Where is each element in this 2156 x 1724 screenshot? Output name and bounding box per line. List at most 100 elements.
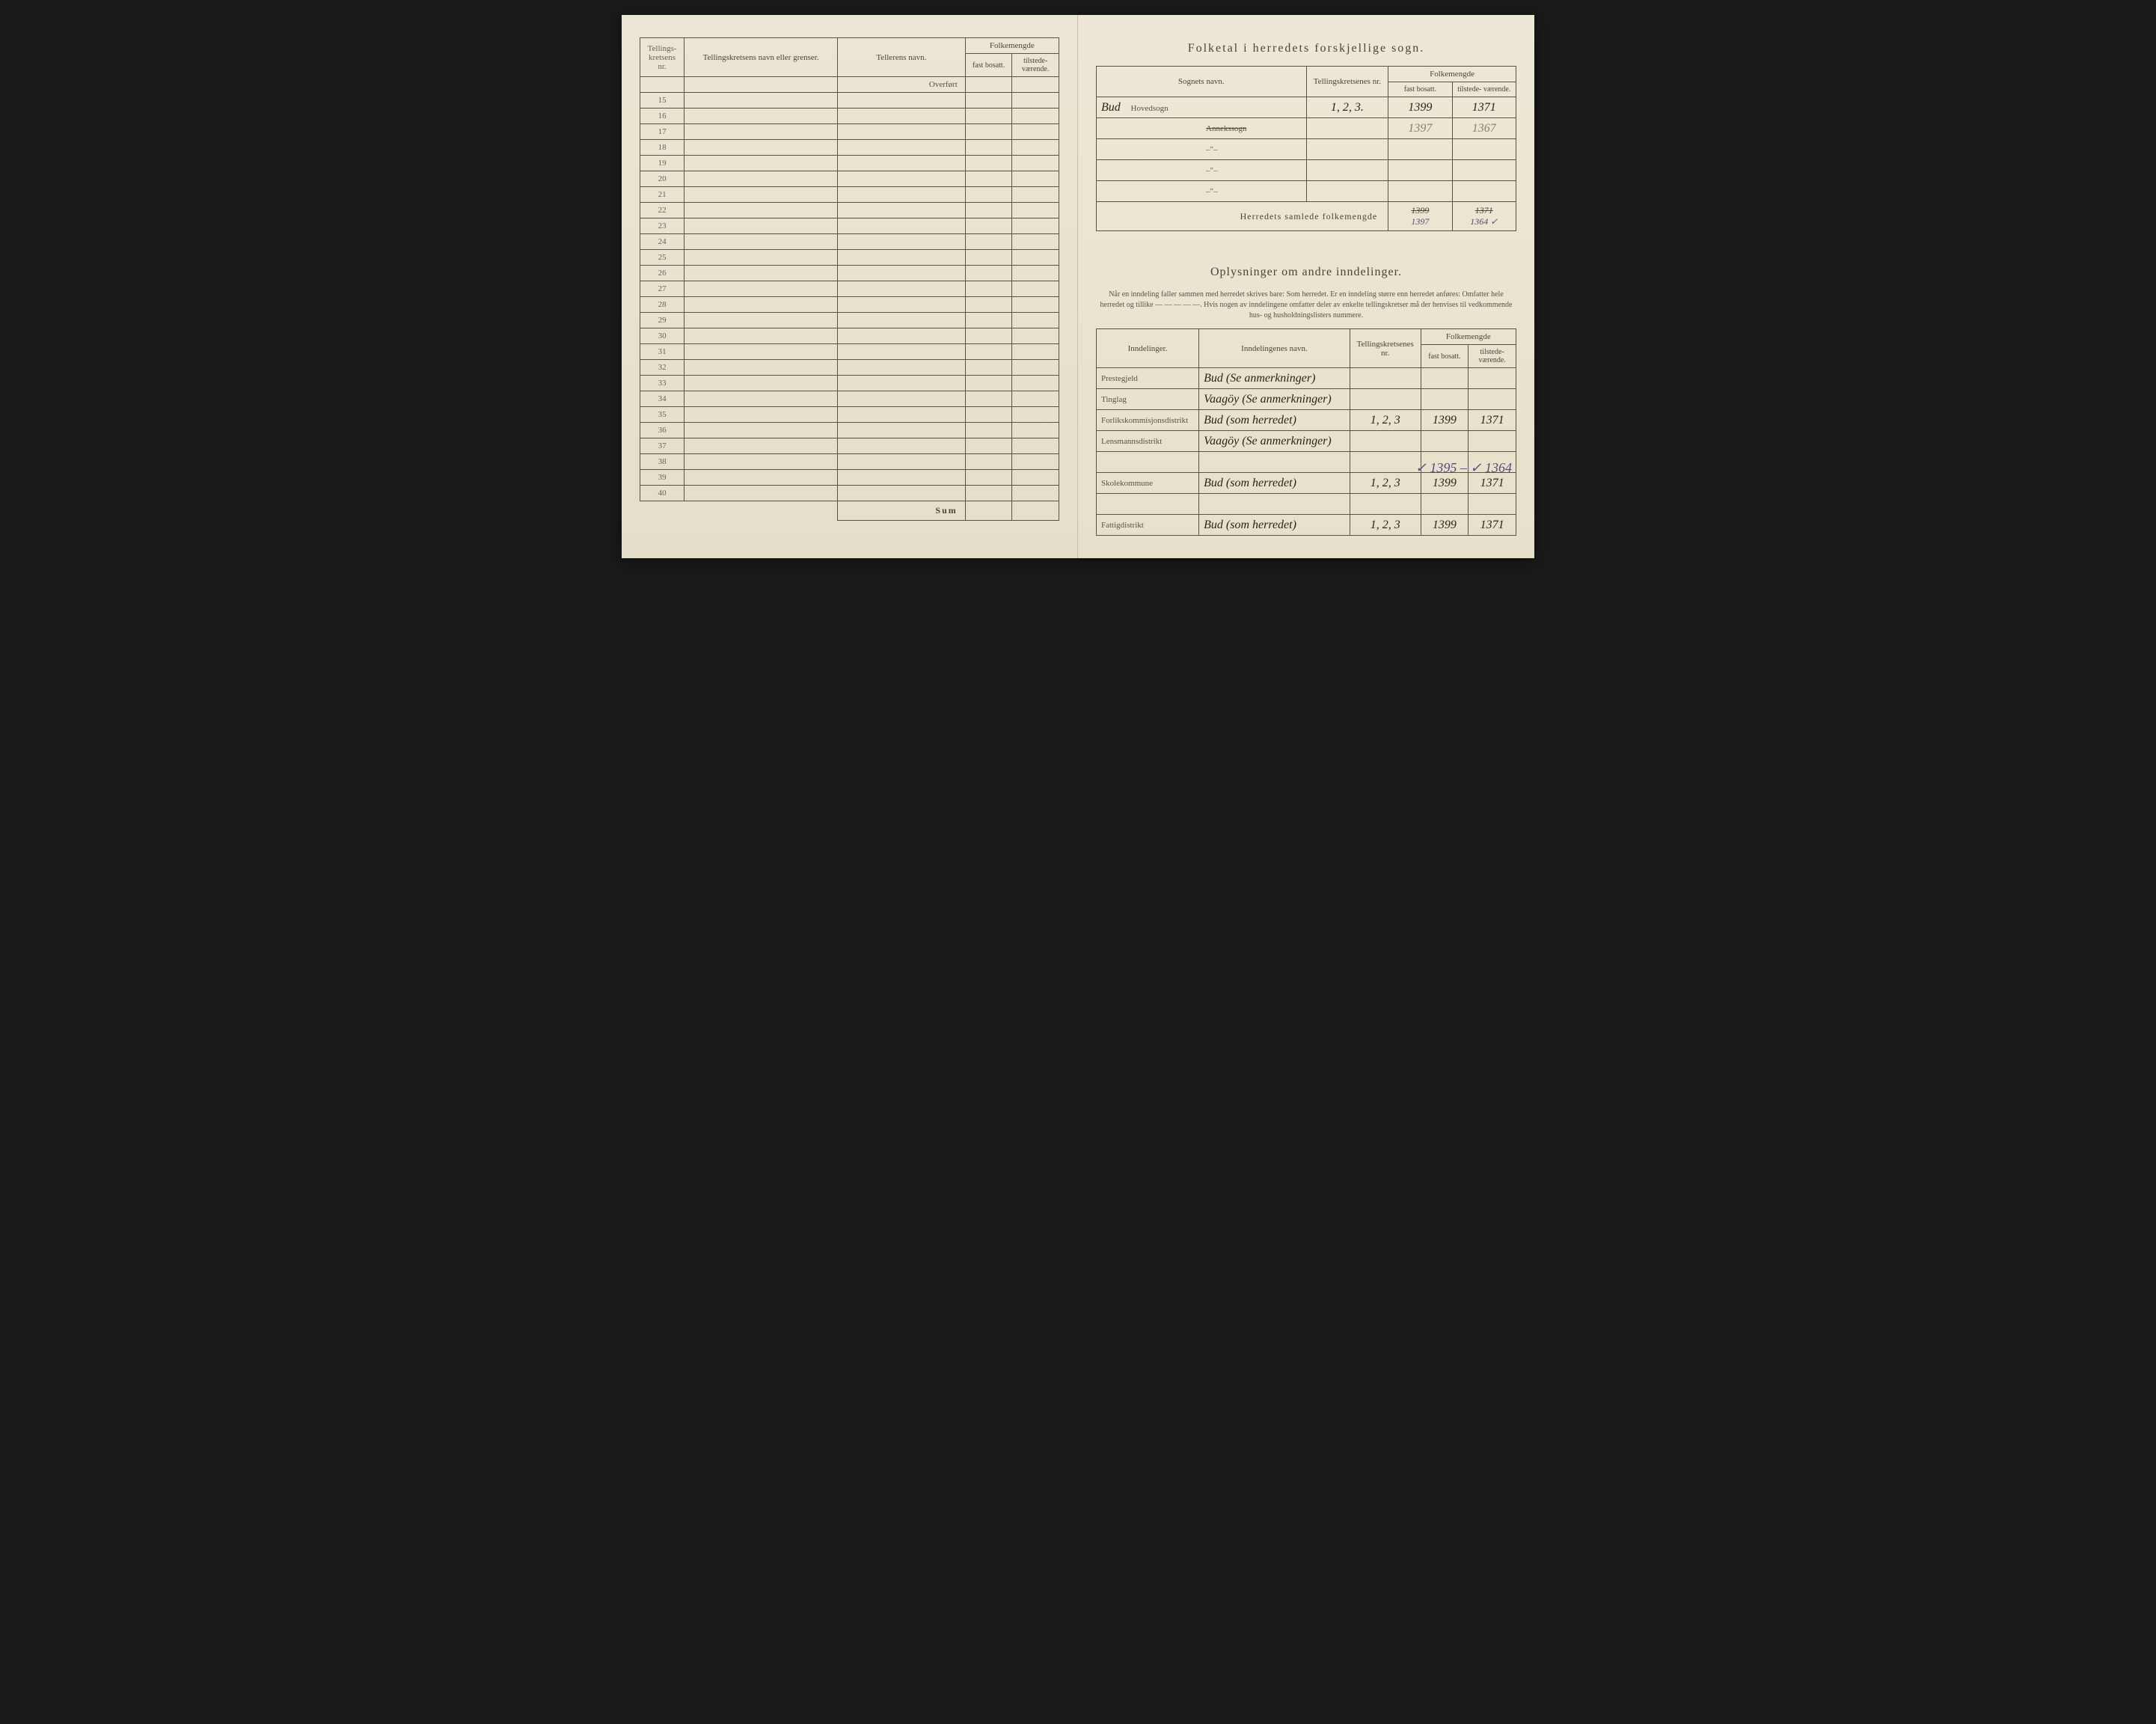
krets-val [1306, 139, 1388, 160]
table-row: 22 [640, 203, 1059, 218]
sogn-ditto: –"– [1206, 187, 1218, 196]
row-number: 25 [640, 250, 685, 266]
row-number: 36 [640, 423, 685, 438]
row-number: 32 [640, 360, 685, 376]
innd-fast [1421, 431, 1469, 452]
summary-tilst2: 1364 ✓ [1470, 216, 1498, 227]
krets-val [1306, 118, 1388, 139]
sogn-ditto: –"– [1206, 145, 1218, 154]
innd-navn: Bud (Se anmerkninger) [1199, 368, 1350, 389]
table-row: 40 [640, 486, 1059, 501]
sogn-col-tilst: tilstede- værende. [1452, 82, 1516, 97]
overfort-label: Overført [838, 77, 966, 93]
table-row: 32 [640, 360, 1059, 376]
sogn-type-strike: Annekssogn [1206, 124, 1246, 133]
innd-col-folke: Folkemengde [1421, 329, 1516, 345]
row-number: 23 [640, 218, 685, 234]
row-number: 20 [640, 171, 685, 187]
innd-label: Fattigdistrikt [1097, 515, 1199, 536]
summary-tilst-strike: 1371 [1475, 205, 1493, 216]
overfort-row: Overført [640, 77, 1059, 93]
summary-fast2: 1397 [1411, 216, 1429, 227]
table-row: 31 [640, 344, 1059, 360]
fast-val [1388, 181, 1452, 202]
fast-val: 1397 [1388, 118, 1452, 139]
innd-fast [1421, 494, 1469, 515]
innd-col-krets: Tellingskretsenes nr. [1350, 329, 1421, 368]
table-row: 37 [640, 438, 1059, 454]
tilst-val [1452, 181, 1516, 202]
summary-fast-strike: 1399 [1411, 205, 1429, 216]
table-row: 23 [640, 218, 1059, 234]
row-number: 35 [640, 407, 685, 423]
krets-val [1306, 160, 1388, 181]
row-number: 22 [640, 203, 685, 218]
col-krets-nr: Tellings- kretsens nr. [640, 38, 685, 77]
table-row: Prestegjeld Bud (Se anmerkninger) [1097, 368, 1516, 389]
innd-col-tilst: tilstede- værende. [1469, 345, 1516, 368]
sogn-col-krets: Tellingskretsenes nr. [1306, 67, 1388, 97]
row-number: 21 [640, 187, 685, 203]
innd-krets: 1, 2, 3 [1350, 473, 1421, 494]
margin-annotation: ✓ 1395 – ✓ 1364 [1415, 460, 1512, 476]
table-row: 29 [640, 313, 1059, 328]
inndeling-title: Oplysninger om andre inndelinger. [1096, 266, 1516, 279]
sogn-hand: Bud [1101, 101, 1121, 114]
table-row: –"– [1097, 181, 1516, 202]
inndeling-subtitle: Når en inndeling faller sammen med herre… [1096, 290, 1516, 321]
col-folkemengde: Folkemengde [965, 38, 1059, 54]
sogn-title: Folketal i herredets forskjellige sogn. [1096, 42, 1516, 55]
row-number: 30 [640, 328, 685, 344]
innd-navn: Bud (som herredet) [1199, 515, 1350, 536]
left-page: Tellings- kretsens nr. Tellingskretsens … [622, 15, 1078, 558]
fast-val [1388, 139, 1452, 160]
table-row: 28 [640, 297, 1059, 313]
table-row: 36 [640, 423, 1059, 438]
sogn-type: Hovedsogn [1131, 104, 1169, 113]
innd-krets [1350, 389, 1421, 410]
innd-tilst: 1371 [1469, 515, 1516, 536]
sum-label: Sum [838, 501, 966, 521]
row-number: 31 [640, 344, 685, 360]
table-row: 24 [640, 234, 1059, 250]
table-row: 30 [640, 328, 1059, 344]
table-row: Bud Hovedsogn1, 2, 3. 1399 1371 [1097, 97, 1516, 118]
table-row: 39 [640, 470, 1059, 486]
table-row: 26 [640, 266, 1059, 281]
innd-tilst [1469, 431, 1516, 452]
innd-col-navn: Inndelingenes navn. [1199, 329, 1350, 368]
table-row: 17 [640, 124, 1059, 140]
innd-navn [1199, 494, 1350, 515]
row-number: 37 [640, 438, 685, 454]
row-number: 34 [640, 391, 685, 407]
innd-label: Prestegjeld [1097, 368, 1199, 389]
sogn-summary-row: Herredets samlede folkemengde 1399 1397 … [1097, 202, 1516, 231]
innd-krets [1350, 431, 1421, 452]
innd-label [1097, 494, 1199, 515]
innd-col-label: Inndelinger. [1097, 329, 1199, 368]
col-krets-navn: Tellingskretsens navn eller grenser. [685, 38, 838, 77]
tilst-val: 1371 [1452, 97, 1516, 118]
row-number: 40 [640, 486, 685, 501]
innd-krets [1350, 494, 1421, 515]
table-row: 34 [640, 391, 1059, 407]
sogn-summary-label: Herredets samlede folkemengde [1097, 202, 1388, 231]
row-number: 28 [640, 297, 685, 313]
table-row: 35 [640, 407, 1059, 423]
krets-val: 1, 2, 3. [1306, 97, 1388, 118]
table-row: Fattigdistrikt Bud (som herredet) 1, 2, … [1097, 515, 1516, 536]
innd-fast: 1399 [1421, 410, 1469, 431]
table-row: 25 [640, 250, 1059, 266]
innd-label: Tinglag [1097, 389, 1199, 410]
tilst-val [1452, 139, 1516, 160]
innd-krets [1350, 368, 1421, 389]
innd-label [1097, 452, 1199, 473]
table-row: 20 [640, 171, 1059, 187]
row-number: 29 [640, 313, 685, 328]
innd-navn: Bud (som herredet) [1199, 410, 1350, 431]
right-page: Folketal i herredets forskjellige sogn. … [1078, 15, 1534, 558]
row-number: 16 [640, 108, 685, 124]
table-row: 16 [640, 108, 1059, 124]
table-row: Lensmannsdistrikt Vaagöy (Se anmerkninge… [1097, 431, 1516, 452]
table-row [1097, 494, 1516, 515]
